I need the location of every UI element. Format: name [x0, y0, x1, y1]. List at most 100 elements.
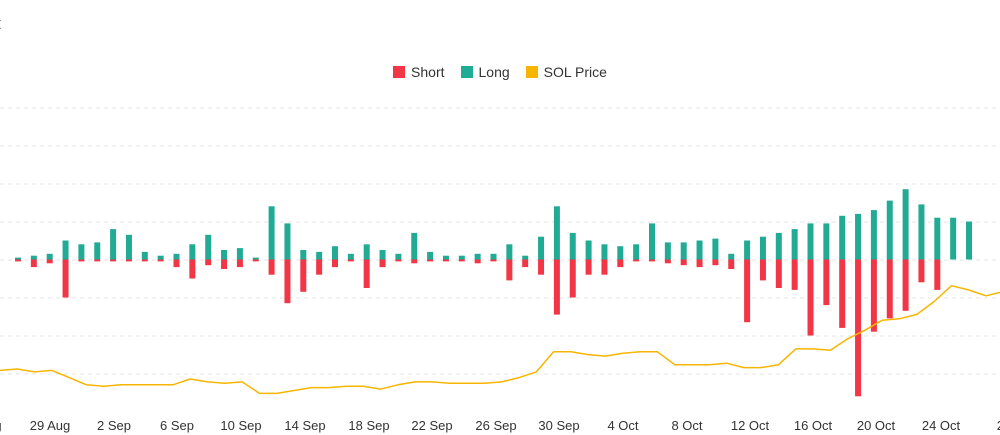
long-bar [553, 206, 560, 260]
x-tick-label: 16 Oct [794, 418, 833, 433]
x-tick-label: 14 Sep [284, 418, 325, 433]
short-bar [807, 259, 814, 336]
price-line [0, 284, 1000, 395]
short-bar [363, 259, 370, 288]
long-bar [125, 234, 132, 260]
short-bar [775, 259, 782, 288]
short-bar [649, 259, 655, 262]
long-bar [791, 229, 798, 260]
short-bar [791, 259, 798, 290]
short-bar [823, 259, 830, 306]
short-bar [855, 259, 862, 397]
long-bar [538, 236, 545, 260]
long-bar [252, 257, 259, 260]
long-bar [490, 253, 497, 260]
legend: Short Long SOL Price [0, 64, 1000, 80]
short-bar [78, 259, 85, 262]
legend-item-long[interactable]: Long [460, 64, 510, 80]
short-bar [839, 259, 846, 328]
x-tick-label: 26 Sep [475, 418, 516, 433]
long-bar [442, 255, 449, 260]
short-bar [442, 259, 449, 262]
long-bar [205, 234, 212, 260]
long-bar [94, 242, 101, 260]
short-bar [458, 259, 465, 262]
short-bar [870, 259, 877, 332]
short-bar [712, 259, 719, 266]
long-bar [78, 244, 85, 260]
long-bar [316, 251, 323, 260]
long-bar [855, 213, 862, 260]
long-bar [347, 253, 354, 260]
short-bar [918, 259, 925, 283]
x-tick-label: 4 Oct [607, 418, 638, 433]
short-bar [569, 259, 576, 298]
long-bar [506, 244, 513, 260]
long-bar [839, 215, 846, 260]
long-bar [775, 232, 782, 260]
short-bar [411, 259, 418, 264]
short-bar [538, 259, 545, 275]
short-bar [680, 259, 687, 266]
short-bar [601, 259, 608, 275]
long-bar [363, 244, 370, 260]
short-bar [173, 259, 180, 268]
legend-label-long: Long [478, 64, 510, 80]
short-bar [347, 259, 354, 262]
long-bar [236, 248, 243, 260]
short-bar [316, 259, 323, 275]
short-bar [427, 259, 434, 262]
short-bar [236, 259, 243, 268]
x-tick-label: 2 Sep [97, 418, 131, 433]
long-bar [141, 251, 148, 260]
long-bar [189, 244, 196, 260]
x-tick-label: 18 Sep [348, 418, 389, 433]
short-bar [284, 259, 291, 304]
short-bar [553, 259, 560, 315]
long-bar [522, 255, 529, 260]
legend-item-price[interactable]: SOL Price [525, 64, 607, 80]
long-bar [62, 240, 69, 260]
legend-swatch-short [393, 66, 406, 78]
long-bar [664, 242, 671, 260]
long-bar [918, 204, 925, 260]
short-bar [221, 259, 228, 269]
short-bar [744, 259, 751, 323]
long-bar [950, 217, 957, 260]
short-bar [395, 259, 402, 262]
long-bar [30, 255, 37, 260]
short-bar [728, 259, 735, 269]
long-bar [902, 189, 909, 260]
long-bar [173, 253, 180, 260]
long-bar [633, 244, 640, 260]
long-bar [110, 229, 117, 260]
short-bar [696, 259, 703, 268]
long-bar [966, 221, 972, 260]
x-tick-label: 28 [997, 418, 1000, 433]
x-tick-label: 24 Oct [922, 418, 961, 433]
long-bar [870, 210, 877, 260]
long-bar [284, 223, 291, 260]
long-bar [617, 246, 624, 260]
x-tick-label: 10 Sep [220, 418, 261, 433]
short-bar [15, 259, 21, 262]
legend-item-short[interactable]: Short [393, 64, 445, 80]
x-tick-label: 29 Aug [30, 418, 71, 433]
long-bar [46, 253, 53, 260]
long-bar [15, 257, 21, 260]
short-bar [379, 259, 386, 268]
x-tick-label: 12 Oct [731, 418, 770, 433]
short-bar [902, 259, 909, 311]
short-bar [62, 259, 69, 298]
short-bar [664, 259, 671, 264]
short-bar [522, 259, 529, 268]
x-tick-label: g [0, 418, 2, 433]
long-bar [458, 255, 465, 260]
legend-swatch-long [460, 66, 473, 78]
x-tick-label: 30 Sep [538, 418, 579, 433]
long-bar [807, 223, 814, 260]
legend-swatch-price [525, 66, 538, 78]
short-bar [934, 259, 941, 290]
long-bar [886, 200, 893, 260]
